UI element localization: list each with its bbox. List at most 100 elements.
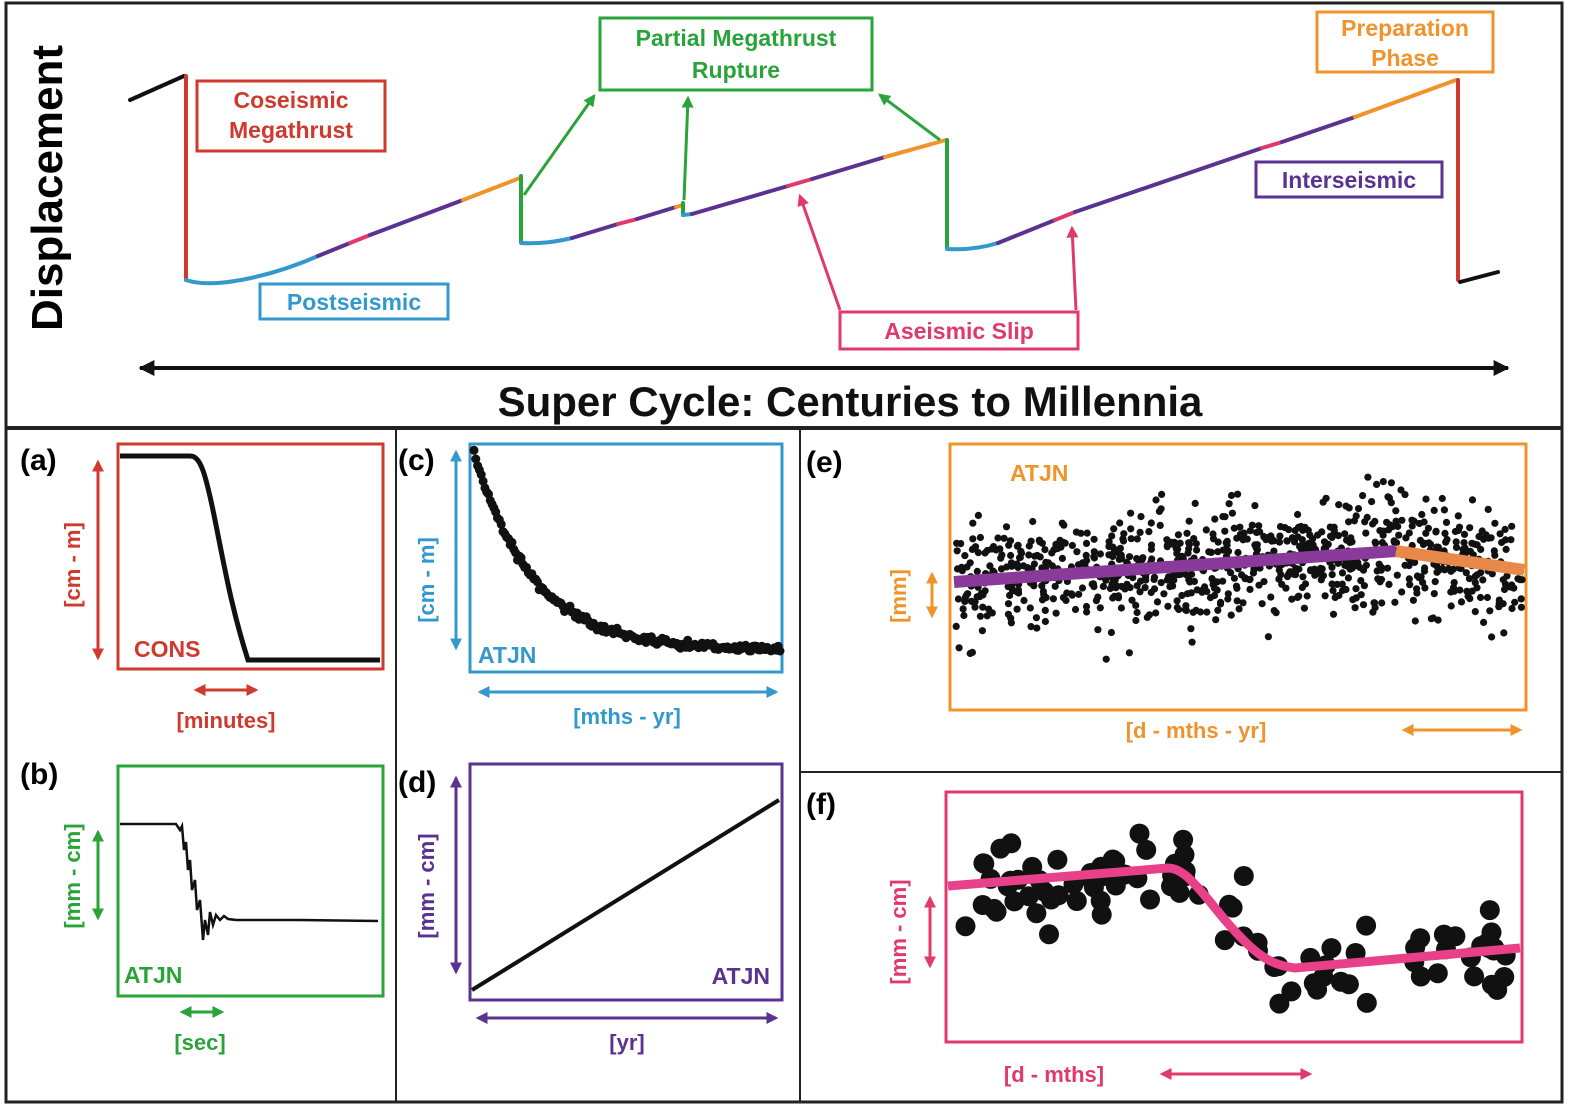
panel-e-point <box>1062 596 1070 605</box>
panel-e-point <box>974 549 982 557</box>
panel-e-point <box>1136 528 1144 537</box>
panel-e-point <box>1368 498 1376 506</box>
panel-e-point <box>1362 561 1370 569</box>
panel-e-point <box>1112 584 1120 592</box>
panel-e-point <box>1155 507 1163 515</box>
panel-e-point <box>1013 542 1022 550</box>
panel-e-point <box>1225 500 1233 508</box>
panel-e-point <box>1463 587 1471 595</box>
panel-e-point <box>1212 616 1220 624</box>
panel-e-point <box>1333 580 1341 589</box>
panel-c-y-unit: [cm - m] <box>414 537 439 623</box>
panel-e-point <box>1210 584 1219 592</box>
panel-f-x-unit: [d - mths] <box>1004 1062 1104 1087</box>
panel-e-point <box>1454 512 1462 520</box>
panel-e-point <box>1000 534 1008 542</box>
panel-f-point <box>1410 966 1431 987</box>
panel-e-point <box>1167 538 1175 547</box>
panel-e-point <box>1391 598 1399 606</box>
panel-e-point <box>1041 546 1049 554</box>
panel-e-point <box>1510 584 1518 592</box>
panel-e-point <box>961 597 969 606</box>
panel-e-point <box>1496 530 1504 538</box>
panel-f-point <box>1214 930 1235 951</box>
panel-e-point <box>1276 532 1284 540</box>
panel-e-point <box>1090 553 1098 561</box>
panel-e-point <box>1118 582 1126 591</box>
panel-e-point <box>1393 571 1401 579</box>
panel-e-point <box>1395 531 1403 539</box>
panel-e-point <box>1335 501 1343 509</box>
svg-text:Interseismic: Interseismic <box>1282 167 1416 193</box>
panel-e-point <box>1288 595 1296 603</box>
panel-f-point <box>1356 992 1377 1013</box>
panel-a-frame <box>116 442 385 671</box>
panel-e-point <box>1147 545 1155 553</box>
panel-a-station: CONS <box>134 636 200 662</box>
displacement-axis-label: Displacement <box>23 45 72 331</box>
panel-e-point <box>1002 523 1011 531</box>
aseismic-slip-label: Aseismic Slip <box>838 310 1080 351</box>
panel-e-point <box>1142 576 1150 584</box>
panel-e-x-unit: [d - mths - yr] <box>1126 718 1267 743</box>
panel-e-point <box>1016 554 1024 562</box>
panel-e-point <box>1424 524 1432 532</box>
panel-e-point <box>1295 592 1303 600</box>
panel-e-point <box>1442 538 1450 546</box>
panel-e-point <box>976 533 985 542</box>
panel-e-point <box>1187 625 1195 633</box>
panel-e-point <box>1501 525 1509 534</box>
panel-e-point <box>1187 589 1195 597</box>
panel-e-point <box>1392 507 1400 515</box>
panel-f-point <box>1307 979 1328 1000</box>
panel-e-point <box>1164 602 1172 610</box>
partial-megathrust-rupture-label: Partial Megathrust Rupture <box>598 16 874 92</box>
panel-e-point <box>1486 607 1494 615</box>
panel-e-point <box>1383 564 1392 572</box>
panel-e-point <box>1228 509 1236 517</box>
panel-e-point <box>1484 505 1492 513</box>
panel-a-coseismic-step <box>120 453 380 663</box>
panel-e-point <box>1364 473 1372 481</box>
panel-e-point <box>1375 560 1383 568</box>
panel-e-point <box>1052 609 1060 617</box>
panel-e-point <box>1083 556 1091 565</box>
panel-f-point <box>1140 889 1160 910</box>
panel-e-point <box>1004 583 1012 591</box>
panel-e-point <box>1401 561 1409 569</box>
panel-e-point <box>989 567 997 575</box>
panel-e-point <box>1398 516 1406 524</box>
panel-f-point <box>1321 938 1342 959</box>
panel-e-point <box>1173 597 1181 605</box>
panel-e-point <box>1041 606 1049 615</box>
panel-f-point <box>1487 979 1508 1000</box>
panel-e-point <box>1346 565 1354 573</box>
panel-c-point <box>507 537 517 547</box>
panel-e-point <box>1210 591 1219 600</box>
panel-e-point <box>996 545 1004 553</box>
panel-e-point <box>1276 523 1285 531</box>
panel-e-point <box>1361 518 1369 526</box>
panel-e-point <box>974 511 983 519</box>
panel-e-point <box>1318 528 1326 536</box>
panel-e-point <box>976 593 984 601</box>
panel-f-point <box>1464 966 1485 987</box>
panel-e-point <box>1183 529 1191 537</box>
panel-e-point <box>1465 575 1473 583</box>
panel-e-point <box>1378 599 1386 607</box>
panel-e-point <box>1374 575 1382 583</box>
panel-e-point <box>1038 582 1046 590</box>
panel-e-point <box>1175 605 1183 614</box>
panel-e-point <box>1255 522 1263 530</box>
panel-e-point <box>1147 519 1155 527</box>
panel-e-point <box>1322 494 1330 502</box>
panel-e-point <box>1468 496 1477 504</box>
panel-d-tag: (d) <box>398 766 436 799</box>
panel-e-point <box>1033 624 1041 632</box>
panel-e-point <box>1362 529 1370 537</box>
panel-e-point <box>1387 479 1395 487</box>
panel-e-point <box>1432 528 1440 536</box>
panel-c-point <box>469 445 479 455</box>
svg-text:Coseismic: Coseismic <box>233 87 348 113</box>
